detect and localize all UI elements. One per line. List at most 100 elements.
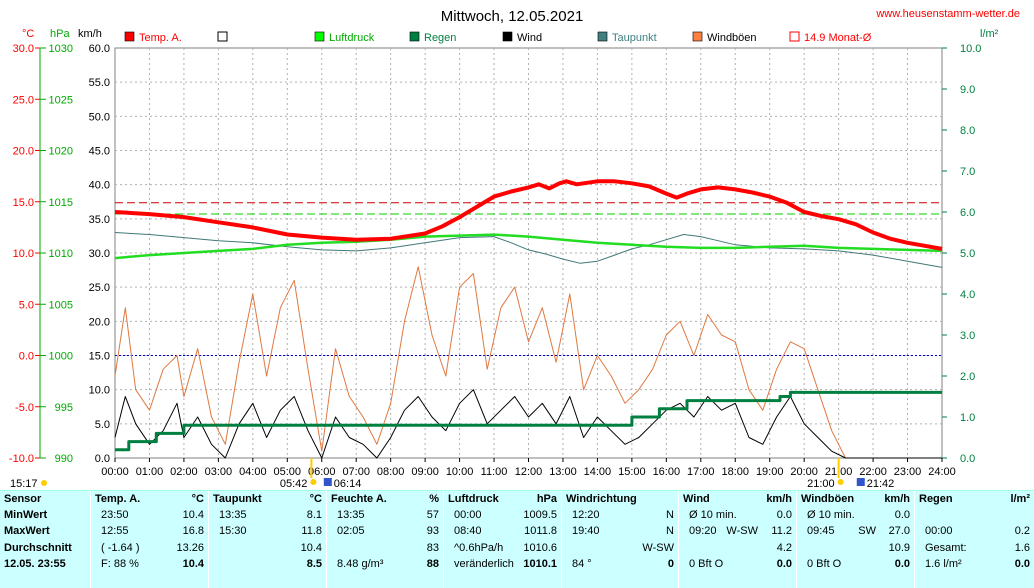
cell-value: 13.26 xyxy=(176,541,204,554)
pressure-tick-label: 995 xyxy=(55,402,73,414)
table-column: Luftdruck hPa 00:00 1009.5 08:40 1011.8 ^0.6hP… xyxy=(443,491,561,588)
rain-tick-label: 8.0 xyxy=(960,125,975,137)
cell-label: Durchschnitt xyxy=(4,541,72,554)
table-row: 10.4 xyxy=(213,540,322,556)
wind-tick-label: 55.0 xyxy=(89,77,110,89)
table-row: Durchschnitt xyxy=(4,540,86,556)
pressure-series xyxy=(114,233,943,260)
table-column: Windrichtung 12:20 N 19:40 N W-SW 84 ° 0 xyxy=(561,491,678,588)
legend-swatch xyxy=(789,31,800,42)
legend-label: Windböen xyxy=(707,32,757,44)
table-row: 09:45 SW 27.0 xyxy=(801,523,910,539)
sun-icon xyxy=(837,479,844,485)
wind-tick-label: 10.0 xyxy=(89,385,110,397)
rain-tick-label: 5.0 xyxy=(960,248,975,260)
cell-value: 0.0 xyxy=(776,557,792,570)
table-row: 02:05 93 xyxy=(331,523,439,539)
cell-value: 83 xyxy=(426,541,439,554)
temperature-series xyxy=(114,179,943,251)
rain-tick-label: 10.0 xyxy=(960,43,981,55)
x-tick-label: 06:00 xyxy=(308,466,336,478)
wind-tick-label: 25.0 xyxy=(89,282,110,294)
rain-series xyxy=(115,390,942,452)
table-column: Sensor MinWert MaxWert Durchschnitt 12.05. 2… xyxy=(0,491,90,588)
legend-swatch xyxy=(502,31,513,42)
column-title: Temp. A. xyxy=(95,493,141,505)
legend-swatch xyxy=(597,31,608,42)
cell-label: F: 88 % xyxy=(101,557,139,570)
cell-value: 4.2 xyxy=(776,541,792,554)
column-header: Windrichtung xyxy=(566,491,674,507)
chart-title: Mittwoch, 12.05.2021 xyxy=(441,8,584,25)
weather-chart: Mittwoch, 12.05.2021 www.heusenstamm-wet… xyxy=(9,8,1020,490)
rain-tick-label: 2.0 xyxy=(960,371,975,383)
pressure-tick-label: 1030 xyxy=(49,43,73,55)
wind-tick-label: 20.0 xyxy=(89,316,110,328)
x-tick-label: 11:00 xyxy=(481,466,508,478)
sunset-label: 21:00 xyxy=(807,478,835,490)
pressure-tick-label: 1015 xyxy=(49,197,73,209)
legend-label: Luftdruck xyxy=(329,32,375,44)
column-unit: % xyxy=(429,493,439,505)
cell-value: 57 xyxy=(426,509,439,522)
cell-value: W-SW xyxy=(642,541,674,554)
legend-label: 14.9 Monat-Ø xyxy=(804,32,872,44)
cell-label: 15:30 xyxy=(219,525,247,538)
cell-label: 09:20 xyxy=(689,525,717,538)
x-tick-label: 00:00 xyxy=(101,466,129,478)
column-header: Temp. A. °C xyxy=(95,491,204,507)
table-row: MaxWert xyxy=(4,523,86,539)
table-column: Temp. A. °C 23:50 10.4 12:55 16.8 ( -1.64 ) 13.… xyxy=(90,491,208,588)
legend-label: Temp. A. xyxy=(139,32,182,44)
cell-value: 8.5 xyxy=(306,557,322,570)
cell-label: Ø 10 min. xyxy=(807,509,855,522)
cell-value: N xyxy=(666,525,674,538)
table-row: 19:40 N xyxy=(566,523,674,539)
cell-value: 27.0 xyxy=(888,525,910,538)
temp-tick-label: 15.0 xyxy=(13,197,34,209)
table-row: 23:50 10.4 xyxy=(95,507,204,523)
wind-tick-label: 60.0 xyxy=(89,43,110,55)
cell-label: 0 Bft O xyxy=(807,557,842,570)
column-header: Feuchte A.% xyxy=(331,491,439,507)
rain-tick-label: 1.0 xyxy=(960,412,975,424)
temp-tick-label: 30.0 xyxy=(13,43,34,55)
table-row: 4.2 xyxy=(683,540,792,556)
temp-axis-unit: °C xyxy=(22,28,34,40)
table-column: Windböen km/h Ø 10 min. 0.0 09:45 SW 27.0 10.9 0… xyxy=(796,491,914,588)
cell-label: 00:00 xyxy=(454,509,482,522)
column-unit: l/m² xyxy=(1010,493,1030,505)
cell-value: 10.4 xyxy=(182,557,204,570)
column-title: Sensor xyxy=(4,493,42,505)
cell-label: 09:45 xyxy=(807,525,835,538)
cell-value: 1010.6 xyxy=(523,541,557,554)
table-row: ( -1.64 ) 13.26 xyxy=(95,540,204,556)
column-header: Windböen km/h xyxy=(801,491,910,507)
column-title: Windrichtung xyxy=(566,493,637,505)
moonrise-label: 06:14 xyxy=(334,478,362,490)
wind-tick-label: 0.0 xyxy=(95,453,110,465)
table-row: 8.48 g/m³ 88 xyxy=(331,556,439,572)
x-tick-label: 04:00 xyxy=(239,466,267,478)
cell-label: 00:00 xyxy=(925,525,953,538)
legend-swatch xyxy=(314,31,325,42)
rain-tick-label: 6.0 xyxy=(960,207,975,219)
sun-icon xyxy=(41,480,47,486)
x-tick-label: 09:00 xyxy=(411,466,439,478)
table-row: F: 88 % 10.4 xyxy=(95,556,204,572)
wind-tick-label: 45.0 xyxy=(89,146,110,158)
temp-tick-label: -10.0 xyxy=(9,453,34,465)
table-row: 12:55 16.8 xyxy=(95,523,204,539)
x-tick-label: 14:00 xyxy=(584,466,612,478)
table-row: Ø 10 min. 0.0 xyxy=(683,507,792,523)
cell-label: 12:55 xyxy=(101,525,129,538)
cell-value: 0.0 xyxy=(776,509,792,522)
rain-axis-unit: l/m² xyxy=(980,28,999,40)
cell-value: 11.8 xyxy=(301,525,322,538)
cell-label: ( -1.64 ) xyxy=(101,541,140,554)
legend-label: Taupunkt xyxy=(612,32,657,44)
table-row: 84 ° 0 xyxy=(566,556,674,572)
temp-tick-label: 5.0 xyxy=(19,299,34,311)
x-tick-label: 03:00 xyxy=(205,466,233,478)
legend-label: Wind xyxy=(517,32,542,44)
